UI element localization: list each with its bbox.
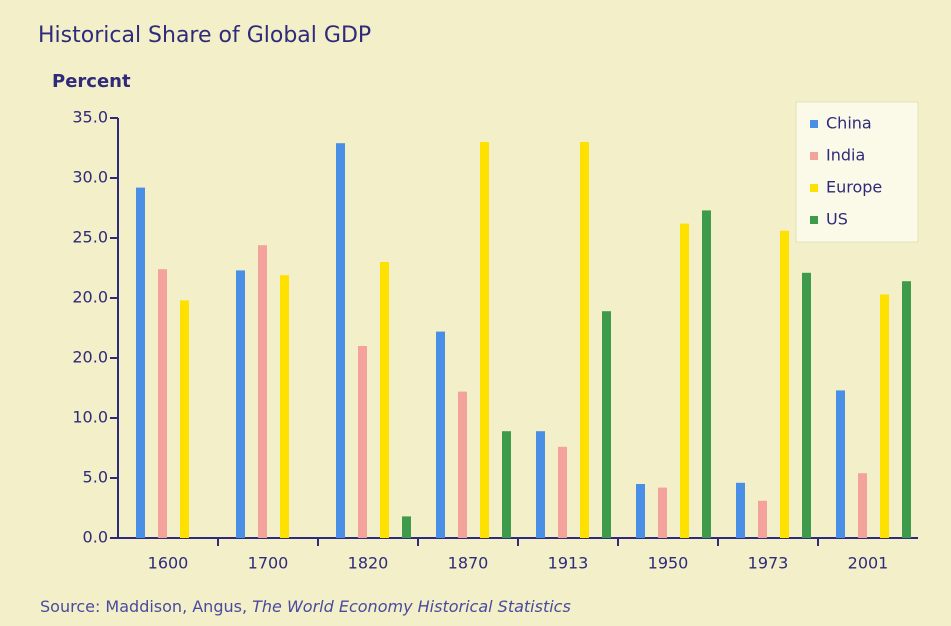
legend-swatch [810,152,818,160]
legend-swatch [810,184,818,192]
bar [258,245,267,538]
x-tick-label: 1870 [448,554,489,573]
bar [336,143,345,538]
bar [358,346,367,538]
bar [836,390,845,538]
bar [780,230,789,539]
legend-label: China [826,114,872,133]
y-axis-label: Percent [52,71,131,92]
bar [658,487,667,538]
x-tick-label: 1600 [148,554,189,573]
bar [380,262,389,538]
bar [602,311,611,538]
x-tick-label: 1973 [748,554,789,573]
bar [558,446,567,538]
bar [458,391,467,538]
legend-swatch [810,120,818,128]
bar [680,223,689,538]
legend-label: Europe [826,178,882,197]
bar [902,281,911,538]
source-prefix: Source: Maddison, Angus, [40,597,247,616]
y-tick-label: 25.0 [72,228,108,247]
legend-label: India [826,146,865,165]
chart-title: Historical Share of Global GDP [38,23,371,48]
bar [880,294,889,538]
bar [536,431,545,538]
y-tick-label: 5.0 [83,468,108,487]
bar [580,142,589,538]
bar [136,187,145,538]
bar [736,482,745,538]
x-tick-label: 1820 [348,554,389,573]
bar [436,331,445,538]
bar [758,500,767,538]
y-tick-label: 30.0 [72,168,108,187]
bar [480,142,489,538]
bar [280,275,289,538]
x-tick-label: 2001 [848,554,889,573]
source: Source: Maddison, Angus, The World Econo… [40,597,571,616]
y-tick-label: 20.0 [72,288,108,307]
y-tick-label: 35.0 [72,108,108,127]
x-tick-label: 1700 [248,554,289,573]
bar [702,210,711,538]
bar [236,270,245,538]
y-tick-label: 0.0 [83,528,108,547]
bar [158,269,167,538]
bar [180,300,189,538]
x-tick-label: 1950 [648,554,689,573]
source-work: The World Economy Historical Statistics [252,597,571,616]
bar [858,473,867,538]
bar [402,516,411,538]
legend-label: US [826,210,848,229]
legend-swatch [810,216,818,224]
bar [802,272,811,538]
y-tick-label: 20.0 [72,348,108,367]
bar [502,431,511,538]
y-tick-label: 10.0 [72,408,108,427]
bar [636,484,645,538]
x-tick-label: 1913 [548,554,589,573]
